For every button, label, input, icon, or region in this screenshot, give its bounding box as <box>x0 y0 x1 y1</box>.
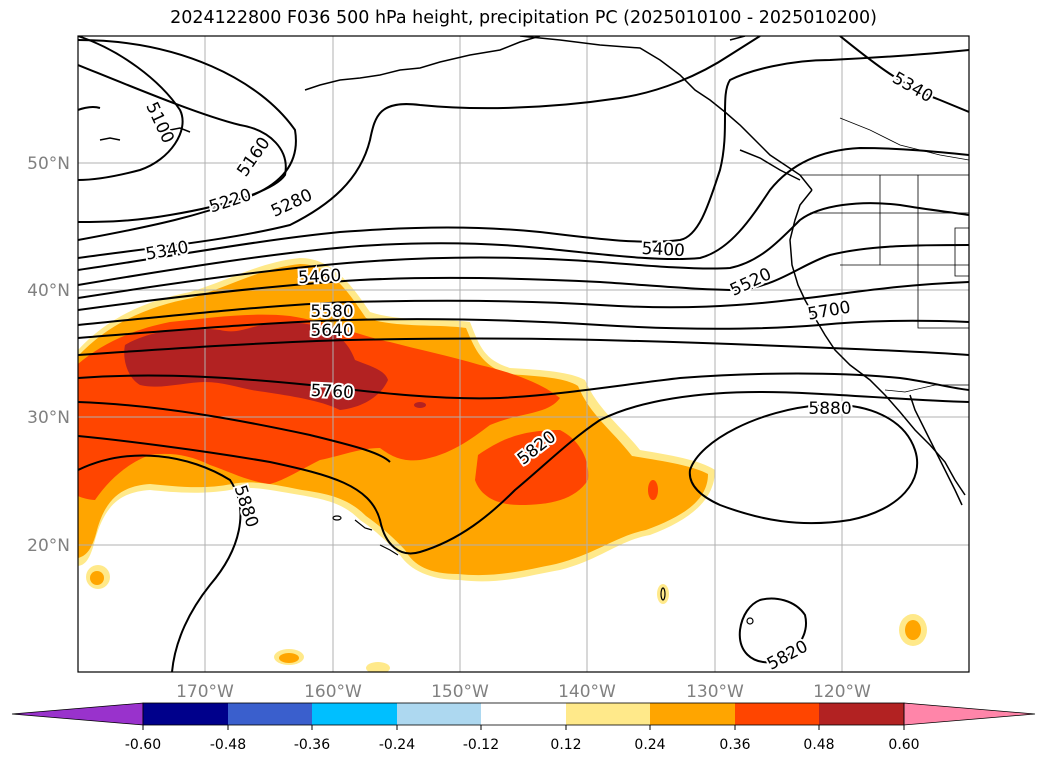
lon-label: 160°W <box>304 682 362 702</box>
contour-label: 5100 <box>141 99 177 147</box>
colorbar-tick-label: 0.48 <box>803 737 834 753</box>
colorbar-tick-label: 0.60 <box>888 737 919 753</box>
colorbar-bin <box>143 703 228 725</box>
colorbar-tick-label: -0.24 <box>379 737 415 753</box>
contour-label: 5280 <box>268 185 316 221</box>
colorbar-bin <box>819 703 904 725</box>
latitude-labels: 50°N 40°N 30°N 20°N <box>27 154 70 556</box>
colorbar-frame <box>142 702 905 726</box>
colorbar-ticks <box>142 725 905 730</box>
contour-label: 5880 <box>230 483 262 530</box>
contour-label: 5400 <box>641 239 685 261</box>
colorbar-extend-min <box>11 702 144 726</box>
map-title: 2024122800 F036 500 hPa height, precipit… <box>170 8 877 28</box>
colorbar-bin <box>566 703 650 725</box>
contour-label: 5640 <box>310 321 353 341</box>
colorbar-bin <box>650 703 735 725</box>
colorbar-tick-label: 0.12 <box>550 737 581 753</box>
lon-label: 170°W <box>176 682 234 702</box>
colorbar-tick-label: 0.24 <box>634 737 665 753</box>
lon-label: 150°W <box>431 682 489 702</box>
contour-label: 5340 <box>889 68 936 107</box>
islands <box>332 515 754 625</box>
contour-label: 5580 <box>310 302 353 322</box>
colorbar-bin <box>481 703 566 725</box>
lat-label: 40°N <box>27 281 70 301</box>
lat-label: 20°N <box>27 536 70 556</box>
colorbar-tick-label: -0.12 <box>463 737 499 753</box>
contour-label: 5820 <box>764 637 812 675</box>
contour-label: 5700 <box>806 297 852 324</box>
colorbar-extend-max <box>903 702 1036 726</box>
contour-label: 5340 <box>144 237 190 264</box>
contour-label: 5760 <box>310 381 354 403</box>
map-frame <box>77 35 970 673</box>
lon-label: 120°W <box>813 682 871 702</box>
contour-label: 5220 <box>207 185 254 217</box>
graticule <box>78 36 969 672</box>
contour-labels: 5100 5160 5220 5280 5340 5340 5400 5460 … <box>139 66 938 675</box>
lon-label: 140°W <box>558 682 616 702</box>
contour-label: 5460 <box>298 266 342 288</box>
colorbar: -0.60 -0.48 -0.36 -0.24 -0.12 0.12 0.24 … <box>11 702 1036 753</box>
colorbar-bin <box>228 703 312 725</box>
height-contours <box>78 36 969 672</box>
contour-label: 5520 <box>727 264 775 300</box>
colorbar-tick-label: 0.36 <box>719 737 750 753</box>
political-borders <box>800 117 969 393</box>
lat-label: 50°N <box>27 154 70 174</box>
lat-label: 30°N <box>27 408 70 428</box>
contour-label: 5160 <box>233 134 274 181</box>
colorbar-tick-label: -0.36 <box>294 737 330 753</box>
longitude-labels: 170°W 160°W 150°W 140°W 130°W 120°W <box>176 682 871 702</box>
coastlines <box>99 36 966 506</box>
colorbar-bin <box>312 703 397 725</box>
colorbar-tick-label: -0.48 <box>210 737 246 753</box>
colorbar-bin <box>735 703 819 725</box>
lon-label: 130°W <box>686 682 744 702</box>
colorbar-bin <box>397 703 481 725</box>
contour-label: 5880 <box>808 399 851 419</box>
precip-shading-very-high <box>124 322 426 410</box>
colorbar-tick-label: -0.60 <box>125 737 161 753</box>
